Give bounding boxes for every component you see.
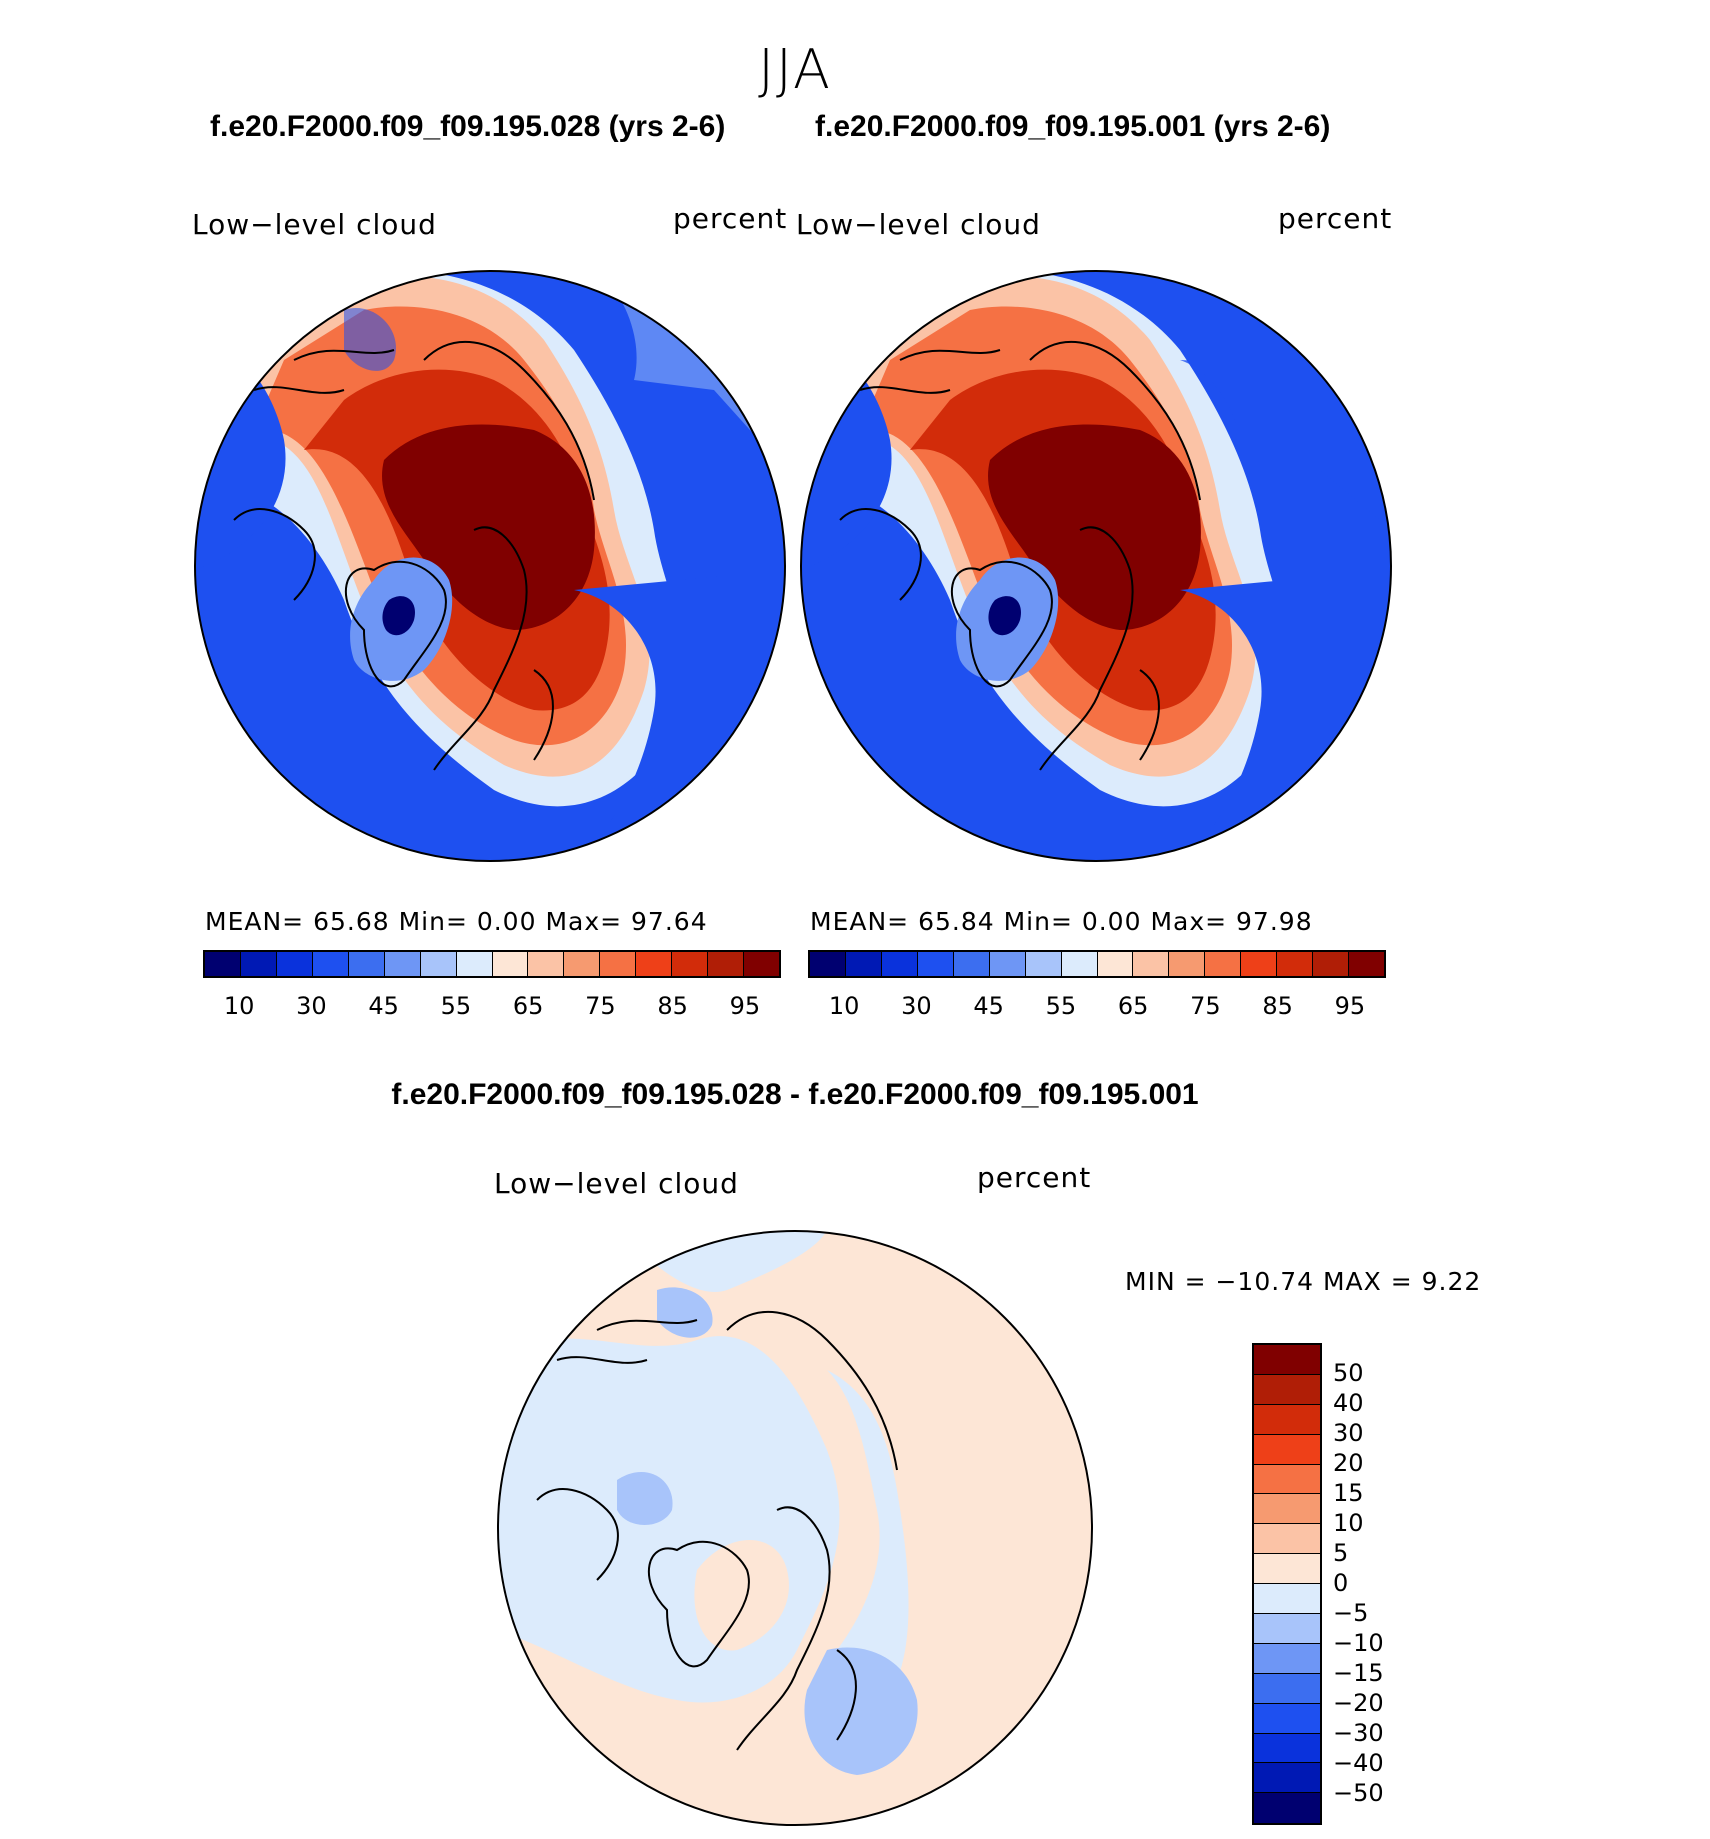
diff-stats: MIN = −10.74 MAX = 9.22 (1125, 1267, 1482, 1296)
colorbar-swatch (917, 952, 954, 976)
colorbar-tick-label: 40 (1333, 1389, 1364, 1417)
colorbar-swatch (1254, 1584, 1320, 1615)
colorbar-tick-label: −5 (1333, 1599, 1369, 1627)
colorbar-swatch (205, 952, 241, 976)
left-units-label: percent (673, 202, 788, 235)
colorbar-swatch (240, 952, 277, 976)
colorbar-swatch (564, 952, 601, 976)
colorbar-swatch (1254, 1464, 1320, 1495)
colorbar-swatch (953, 952, 990, 976)
colorbar-swatch (1254, 1703, 1320, 1734)
colorbar-swatch (1254, 1554, 1320, 1585)
left-stats: MEAN= 65.68 Min= 0.00 Max= 97.64 (205, 907, 708, 936)
colorbar-swatch (810, 952, 846, 976)
colorbar-tick-label: −50 (1333, 1779, 1384, 1807)
left-case-title: f.e20.F2000.f09_f09.195.028 (yrs 2-6) (210, 110, 726, 143)
right-case-title: f.e20.F2000.f09_f09.195.001 (yrs 2-6) (815, 110, 1331, 143)
colorbar-tick-label: 30 (296, 992, 327, 1020)
right-units-label: percent (1278, 202, 1393, 235)
right-polar-map (800, 270, 1392, 862)
colorbar-tick-label: 10 (223, 992, 255, 1020)
colorbar-tick-label: 20 (1333, 1449, 1364, 1477)
right-colorbar (808, 950, 1386, 978)
colorbar-tick-label: 30 (1333, 1419, 1364, 1447)
colorbar-swatch (636, 952, 673, 976)
left-colorbar (203, 950, 781, 978)
colorbar-swatch (1205, 952, 1242, 976)
colorbar-tick-label: 75 (1190, 992, 1221, 1020)
colorbar-tick-label: 95 (729, 992, 761, 1020)
colorbar-swatch (845, 952, 882, 976)
colorbar-swatch (1254, 1673, 1320, 1704)
colorbar-tick-label: 85 (657, 992, 688, 1020)
colorbar-swatch (672, 952, 709, 976)
colorbar-swatch (1254, 1793, 1320, 1824)
colorbar-swatch (276, 952, 313, 976)
colorbar-swatch (1133, 952, 1170, 976)
colorbar-swatch (1254, 1763, 1320, 1794)
season-title: JJA (758, 38, 832, 101)
colorbar-swatch (1277, 952, 1314, 976)
colorbar-swatch (528, 952, 565, 976)
colorbar-swatch (1254, 1524, 1320, 1555)
colorbar-swatch (1254, 1434, 1320, 1465)
colorbar-tick-label: 55 (1045, 992, 1077, 1020)
right-stats: MEAN= 65.84 Min= 0.00 Max= 97.98 (810, 907, 1313, 936)
diff-variable-label: Low−level cloud (494, 1167, 739, 1200)
colorbar-tick-label: 75 (585, 992, 616, 1020)
colorbar-swatch (744, 952, 779, 976)
colorbar-swatch (1254, 1345, 1320, 1375)
colorbar-swatch (1254, 1643, 1320, 1674)
colorbar-swatch (1254, 1614, 1320, 1644)
colorbar-tick-label: −40 (1333, 1749, 1384, 1777)
diff-title: f.e20.F2000.f09_f09.195.028 - f.e20.F200… (391, 1078, 1199, 1111)
colorbar-swatch (1254, 1494, 1320, 1525)
colorbar-tick-label: 55 (440, 992, 472, 1020)
colorbar-tick-label: −30 (1333, 1719, 1384, 1747)
colorbar-tick-label: 65 (1117, 992, 1149, 1020)
colorbar-tick-label: 30 (901, 992, 932, 1020)
colorbar-tick-label: 0 (1333, 1569, 1349, 1597)
colorbar-swatch (708, 952, 745, 976)
colorbar-tick-label: 15 (1333, 1479, 1364, 1507)
colorbar-tick-label: 50 (1333, 1359, 1364, 1387)
colorbar-swatch (1349, 952, 1384, 976)
colorbar-tick-label: −15 (1333, 1659, 1384, 1687)
colorbar-swatch (1097, 952, 1134, 976)
left-polar-map (194, 270, 786, 862)
colorbar-swatch (348, 952, 385, 976)
colorbar-tick-label: 95 (1334, 992, 1366, 1020)
colorbar-tick-label: 10 (1333, 1509, 1364, 1537)
diff-polar-map (497, 1230, 1093, 1826)
colorbar-swatch (1241, 952, 1278, 976)
colorbar-swatch (1254, 1733, 1320, 1764)
colorbar-swatch (1025, 952, 1062, 976)
colorbar-tick-label: 45 (368, 992, 399, 1020)
right-variable-label: Low−level cloud (796, 208, 1041, 241)
colorbar-swatch (600, 952, 637, 976)
colorbar-swatch (881, 952, 918, 976)
colorbar-tick-label: −20 (1333, 1689, 1384, 1717)
colorbar-tick-label: 85 (1262, 992, 1293, 1020)
colorbar-swatch (1061, 952, 1098, 976)
colorbar-swatch (312, 952, 349, 976)
colorbar-tick-label: 5 (1333, 1539, 1349, 1567)
colorbar-swatch (456, 952, 493, 976)
colorbar-tick-label: −10 (1333, 1629, 1384, 1657)
colorbar-swatch (989, 952, 1026, 976)
colorbar-swatch (1169, 952, 1206, 976)
colorbar-tick-label: 65 (512, 992, 544, 1020)
colorbar-swatch (492, 952, 529, 976)
diff-colorbar (1252, 1343, 1322, 1826)
diff-units-label: percent (977, 1161, 1092, 1194)
colorbar-tick-label: 45 (973, 992, 1004, 1020)
colorbar-swatch (1313, 952, 1350, 976)
colorbar-swatch (420, 952, 457, 976)
left-variable-label: Low−level cloud (192, 208, 437, 241)
colorbar-swatch (384, 952, 421, 976)
colorbar-swatch (1254, 1404, 1320, 1435)
colorbar-tick-label: 10 (828, 992, 860, 1020)
colorbar-swatch (1254, 1374, 1320, 1405)
